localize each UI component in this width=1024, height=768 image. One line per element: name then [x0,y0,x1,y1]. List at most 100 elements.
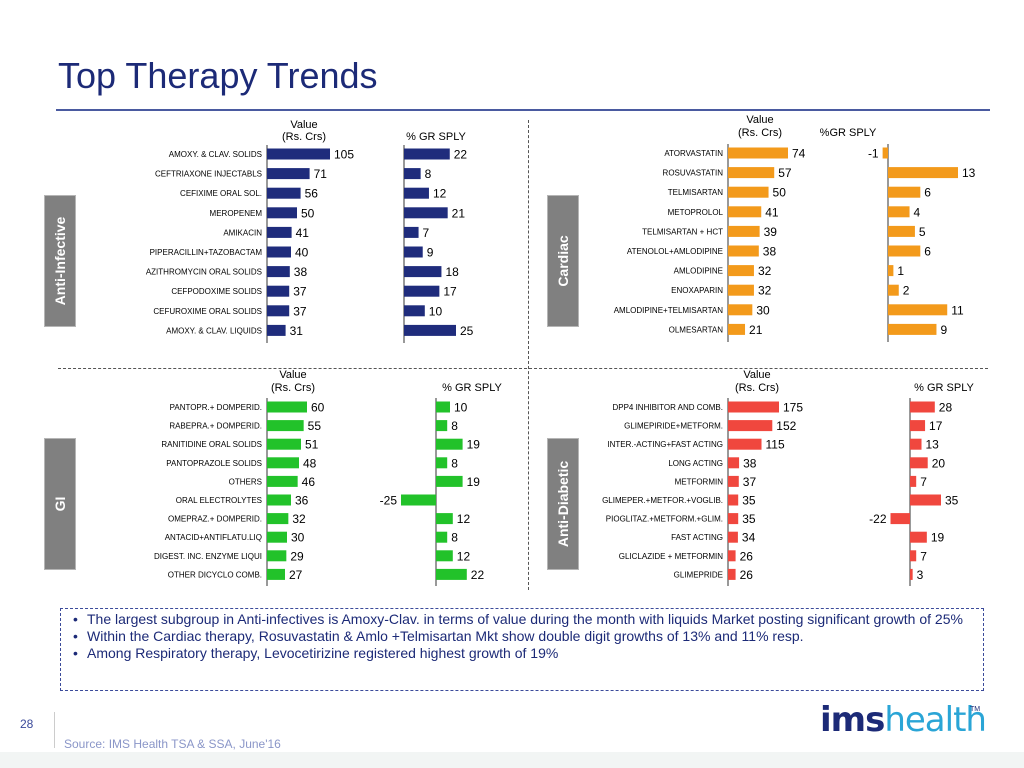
growth-bar [436,531,448,543]
growth-label: 11 [951,303,964,317]
value-bar [267,148,330,160]
growth-label: -22 [869,512,887,526]
growth-bar [888,186,921,198]
value-label: 48 [303,456,317,470]
value-bar [728,401,779,413]
logo-trademark: TM [970,706,981,713]
value-label: 35 [742,512,756,526]
category-label: METFORMIN [675,477,724,486]
growth-header: %GR SPLY [820,127,877,139]
category-label: TELMISARTAN [668,188,723,197]
value-bar [267,550,287,562]
value-bar [728,475,739,487]
value-bar [267,513,289,525]
category-label: DPP4 INHIBITOR AND COMB. [612,403,723,412]
growth-bar [910,550,917,562]
quadrant-divider-horizontal [58,368,988,369]
category-label: AMLODIPINE+TELMISARTAN [614,306,724,315]
category-label: AMOXY. & CLAV. LIQUIDS [166,326,262,335]
category-label: ENOXAPARIN [671,286,723,295]
growth-label: 6 [924,245,931,259]
growth-label: 25 [460,324,474,338]
value-label: 41 [765,205,779,219]
value-label: 40 [295,246,309,260]
category-label: PIOGLITAZ.+METFORM.+GLIM. [606,515,723,524]
growth-bar [404,266,442,278]
value-bar [728,457,740,469]
category-label: INTER.-ACTING+FAST ACTING [607,440,723,449]
category-label: AZITHROMYCIN ORAL SOLIDS [146,268,262,277]
growth-bar [888,265,894,277]
growth-bar [890,513,910,525]
growth-label: 22 [454,148,468,162]
growth-bar [404,324,456,336]
category-label: ANTACID+ANTIFLATU.LIQ [165,533,262,542]
growth-bar [404,226,419,238]
category-label: GLICLAZIDE + METFORMIN [619,552,723,561]
growth-label: 7 [920,475,927,489]
value-label: 115 [766,438,785,452]
category-label: GLIMEPER.+METFOR.+VOGLIB. [602,496,723,505]
growth-label: 10 [454,401,468,415]
value-label: 31 [290,324,304,338]
logo-health: health [884,700,987,740]
value-bar [267,187,301,199]
category-label: RANITIDINE ORAL SOLIDS [161,440,262,449]
quadrant-divider-vertical [528,120,529,590]
category-label: CEFPODOXIME SOLIDS [171,287,262,296]
growth-label: 12 [433,187,447,201]
value-bar [267,246,291,258]
value-bar [728,531,738,543]
growth-bar [888,245,921,257]
value-label: 21 [749,323,763,337]
value-bar [267,226,292,238]
category-label: MEROPENEM [210,209,263,218]
growth-label: 8 [451,531,458,545]
growth-label: 8 [451,419,458,433]
value-label: 55 [308,419,322,433]
value-header-unit: (Rs. Crs) [271,382,315,394]
category-label: AMIKACIN [223,228,262,237]
growth-label: 18 [445,265,459,279]
growth-bar [910,531,927,543]
growth-header: % GR SPLY [406,131,466,143]
category-label: ORAL ELECTROLYTES [176,496,262,505]
value-label: 34 [742,531,756,545]
growth-bar [888,167,958,179]
value-bar [267,531,287,543]
category-label: ROSUVASTATIN [663,169,724,178]
value-label: 38 [294,265,308,279]
therapy-tag-cardiac: Cardiac [547,195,579,327]
value-label: 30 [756,303,770,317]
growth-bar [910,475,917,487]
growth-label: 9 [940,323,947,337]
growth-bar [404,246,423,258]
growth-bar [436,401,450,413]
value-label: 37 [293,285,307,299]
value-label: 35 [742,494,756,508]
value-label: 74 [792,147,806,161]
growth-label: 35 [945,494,959,508]
category-label: TELMISARTAN + HCT [642,227,723,236]
growth-bar [436,475,463,487]
value-header-unit: (Rs. Crs) [735,382,779,394]
value-label: 50 [301,206,315,220]
growth-label: 4 [914,205,921,219]
growth-label: 10 [429,304,443,318]
value-bar [267,438,301,450]
growth-label: 28 [939,401,953,415]
growth-bar [436,457,448,469]
category-label: CEFUROXIME ORAL SOLIDS [153,307,262,316]
growth-label: 3 [917,568,924,582]
value-bar [728,147,788,159]
growth-label: 22 [471,568,485,582]
value-bar [728,167,775,179]
value-bar [728,420,773,432]
value-bar [728,206,762,218]
value-label: 51 [305,438,319,452]
value-label: 38 [743,456,757,470]
value-bar [267,168,310,180]
value-label: 36 [295,494,309,508]
value-bar [728,323,746,335]
